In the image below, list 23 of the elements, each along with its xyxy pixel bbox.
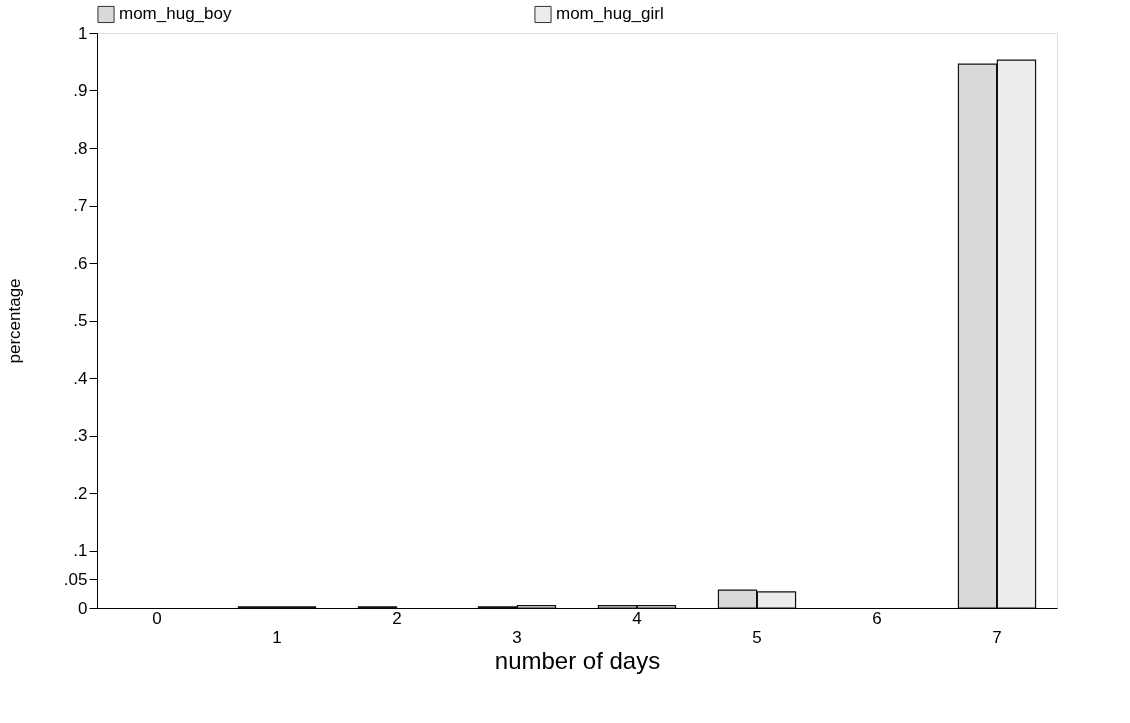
x-tick-label: 1 xyxy=(272,627,282,647)
y-tick-label: .8 xyxy=(73,138,88,158)
y-tick-label: .6 xyxy=(73,253,88,273)
y-tick-label: .1 xyxy=(73,541,88,560)
y-axis-title: percentage xyxy=(4,278,24,364)
y-tick-label: .2 xyxy=(73,483,88,503)
x-tick-label: 0 xyxy=(152,608,162,628)
y-tick-label: .9 xyxy=(73,81,88,100)
legend-label: mom_hug_girl xyxy=(556,4,664,24)
x-axis-title: number of days xyxy=(494,646,661,674)
y-tick-label: .4 xyxy=(73,368,88,388)
x-tick-label: 6 xyxy=(872,608,882,628)
y-tick-label: .3 xyxy=(73,426,88,445)
y-tick-label: .5 xyxy=(73,311,88,330)
x-tick-label: 2 xyxy=(392,608,402,628)
legend-label: mom_hug_boy xyxy=(119,4,232,24)
x-tick-label: 4 xyxy=(632,608,642,628)
y-tick-label: .05 xyxy=(63,569,88,589)
x-tick-label: 3 xyxy=(512,627,522,647)
y-tick-label: .7 xyxy=(73,196,88,215)
y-tick-label: 1 xyxy=(78,23,88,43)
x-tick-label: 5 xyxy=(752,627,762,647)
x-tick-label: 7 xyxy=(992,627,1002,647)
